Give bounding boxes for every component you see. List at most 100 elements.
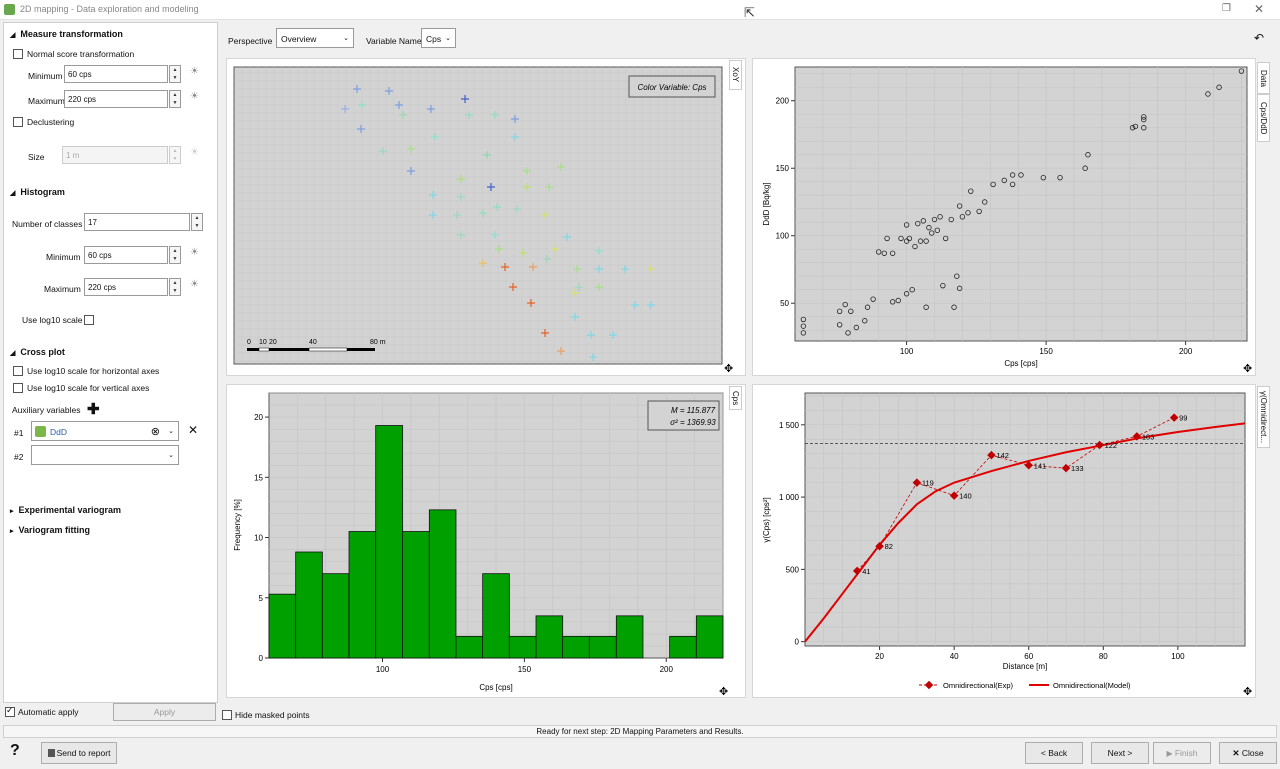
hist-ylabel: Frequency [%]: [233, 499, 242, 551]
sample-cross: [379, 147, 387, 155]
data-point: [942, 235, 949, 242]
histogram-bar: [482, 573, 510, 659]
plus-icon[interactable]: ✚: [87, 401, 100, 418]
x-tick-label: 20: [875, 652, 884, 661]
section-variogram-fitting[interactable]: ▸ Variogram fitting: [10, 525, 91, 535]
variable-name-select[interactable]: Cps ⌄: [421, 28, 456, 48]
section-cross-plot[interactable]: ◢ Cross plot: [10, 347, 65, 357]
size-input[interactable]: 1 m: [62, 146, 168, 164]
close-icon[interactable]: ✕: [1254, 2, 1265, 16]
bulb-icon[interactable]: ☀: [190, 247, 199, 258]
declustering-checkbox[interactable]: [13, 117, 23, 127]
expand-arrows-icon[interactable]: ✥: [719, 686, 728, 698]
data-point: [1205, 91, 1211, 97]
clear-circle-icon[interactable]: ⊗: [150, 426, 160, 438]
measure-max-stepper[interactable]: ▲ ▼: [169, 90, 181, 108]
expand-arrows-icon[interactable]: ✥: [1243, 363, 1252, 375]
data-point: [917, 238, 924, 244]
aux-variable-1-select[interactable]: DdD ⊗ ⌄: [31, 421, 179, 441]
data-point: [920, 218, 927, 224]
sample-cross: [457, 231, 465, 239]
expand-arrows-icon[interactable]: ✥: [724, 363, 733, 375]
sample-cross: [575, 283, 583, 291]
check-icon: ✓: [6, 705, 14, 715]
aux-variable-2-select[interactable]: ⌄: [31, 445, 179, 465]
bulb-icon[interactable]: ☀: [190, 91, 199, 102]
perspective-select[interactable]: Overview ⌄: [276, 28, 354, 48]
help-icon[interactable]: ?: [10, 742, 20, 759]
send-to-report-button[interactable]: Send to report: [41, 742, 117, 764]
next-button[interactable]: Next >: [1091, 742, 1149, 764]
hist-min-input[interactable]: 60 cps: [84, 246, 168, 264]
data-point: [968, 188, 974, 194]
num-classes-stepper[interactable]: ▲ ▼: [191, 213, 203, 231]
sample-cross: [491, 111, 499, 119]
data-point: [1001, 177, 1007, 184]
variogram-panel: 20 40 60 80 100 0 500 1 000 1 500 41 82 119 140 142 1…: [752, 384, 1256, 698]
bulb-icon[interactable]: ☀: [190, 279, 199, 290]
bulb-icon: ☀: [190, 147, 199, 158]
normal-score-checkbox[interactable]: [13, 49, 23, 59]
aux-row1-label: #1: [14, 428, 24, 438]
hist-max-stepper[interactable]: ▲ ▼: [169, 278, 181, 296]
data-point: [1009, 172, 1016, 178]
exp-point-label: 140: [959, 492, 972, 501]
size-stepper[interactable]: ▲ ▼: [169, 146, 181, 164]
section-histogram[interactable]: ◢ Histogram: [10, 187, 65, 197]
exp-point-label: 141: [1034, 461, 1047, 470]
data-point: [903, 238, 910, 244]
data-point: [923, 304, 929, 310]
measure-max-label: Maximum: [28, 96, 65, 106]
expand-arrows-icon[interactable]: ✥: [1243, 686, 1252, 698]
sample-cross: [493, 203, 501, 211]
collapse-triangle-icon: ◢: [10, 32, 16, 39]
hist-log10-checkbox[interactable]: [84, 315, 94, 325]
sample-cross: [353, 85, 361, 93]
hide-masked-checkbox[interactable]: [222, 710, 232, 720]
histogram-bar: [695, 615, 724, 659]
data-point: [853, 324, 860, 331]
automatic-apply-checkbox[interactable]: ✓: [5, 705, 15, 717]
hist-max-input[interactable]: 220 cps: [84, 278, 168, 296]
scatter-grid: [795, 67, 1247, 341]
sample-cross: [385, 87, 393, 95]
x-tick-label: 200: [660, 665, 674, 674]
restore-icon[interactable]: ❐: [1222, 3, 1231, 14]
hist-xlabel: Cps [cps]: [479, 683, 512, 692]
tab-data[interactable]: Data: [1257, 62, 1270, 94]
data-point: [929, 230, 935, 236]
data-point: [937, 214, 943, 220]
sample-cross: [487, 183, 495, 191]
tab-gamma-omnidirectional[interactable]: γ(Omnidirect...: [1257, 386, 1270, 448]
measure-min-stepper[interactable]: ▲ ▼: [169, 65, 181, 83]
remove-row-icon[interactable]: ✕: [188, 423, 199, 437]
bulb-icon[interactable]: ☀: [190, 66, 199, 77]
hist-min-stepper[interactable]: ▲ ▼: [169, 246, 181, 264]
tab-cps-ddd[interactable]: Cps/DdD: [1257, 94, 1270, 142]
back-button[interactable]: < Back: [1025, 742, 1083, 764]
hist-log10-label: Use log10 scale: [22, 315, 83, 325]
log-vertical-checkbox[interactable]: [13, 383, 23, 393]
sample-cross: [357, 125, 365, 133]
close-button[interactable]: ✕ Close: [1219, 742, 1277, 764]
sample-cross: [563, 233, 571, 241]
apply-button[interactable]: Apply: [113, 703, 216, 721]
section-measure-transformation[interactable]: ◢ Measure transformation: [10, 29, 123, 39]
histogram-bar: [508, 635, 537, 659]
measure-min-input[interactable]: 60 cps: [64, 65, 168, 83]
num-classes-input[interactable]: 17: [84, 213, 190, 231]
histogram-bar: [268, 593, 297, 659]
sample-cross: [589, 353, 597, 361]
sample-cross: [399, 111, 407, 119]
sample-cross: [595, 283, 603, 291]
log-horizontal-checkbox[interactable]: [13, 366, 23, 376]
sample-cross: [571, 313, 579, 321]
undo-arrow-icon[interactable]: ↶: [1254, 31, 1265, 45]
measure-max-input[interactable]: 220 cps: [64, 90, 168, 108]
finish-button[interactable]: ▶ Finish: [1153, 742, 1211, 764]
tab-cps[interactable]: Cps: [729, 386, 742, 410]
chevron-down-icon: ⌄: [343, 35, 349, 42]
tab-xoy[interactable]: XoY: [729, 60, 742, 90]
section-experimental-variogram[interactable]: ▸ Experimental variogram: [10, 505, 122, 515]
sample-cross: [571, 289, 579, 297]
